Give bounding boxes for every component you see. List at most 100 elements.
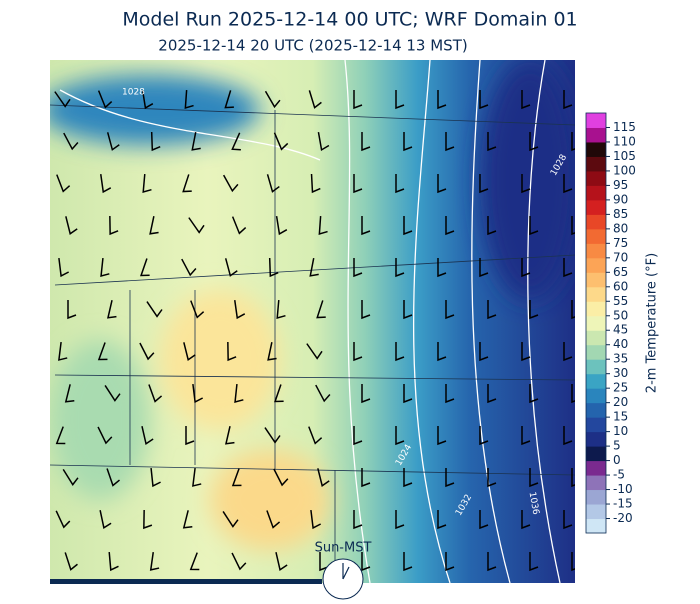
colorbar-bin bbox=[586, 214, 606, 230]
wind-barb bbox=[97, 426, 113, 445]
colorbar-tick-label: 90 bbox=[613, 192, 628, 206]
isobar-label: 1028 bbox=[122, 88, 145, 98]
wind-barb bbox=[149, 551, 160, 571]
colorbar-bin bbox=[586, 257, 606, 273]
wind-barb bbox=[403, 132, 413, 152]
wind-barb bbox=[529, 384, 539, 404]
wind-barb bbox=[63, 132, 79, 151]
wind-barb bbox=[58, 341, 68, 361]
colorbar-bin bbox=[586, 431, 606, 447]
wind-barb bbox=[141, 89, 154, 110]
wind-barb bbox=[487, 300, 497, 320]
wind-barb bbox=[184, 89, 194, 110]
colorbar-bin bbox=[586, 359, 606, 375]
colorbar-bin bbox=[586, 199, 606, 215]
wind-barb bbox=[142, 173, 152, 193]
wind-barb bbox=[106, 132, 120, 151]
wind-barb bbox=[571, 132, 575, 152]
wind-barb bbox=[318, 215, 328, 236]
wind-barb bbox=[100, 257, 110, 277]
wind-barb bbox=[487, 468, 497, 488]
wind-barb bbox=[149, 216, 159, 235]
colorbar-bin bbox=[586, 446, 606, 462]
wind-barb bbox=[487, 384, 497, 404]
wind-barb bbox=[224, 90, 234, 109]
colorbar-tick-label: 100 bbox=[613, 163, 636, 177]
colorbar-bin bbox=[586, 475, 606, 491]
wind-barb bbox=[146, 301, 163, 318]
wind-barb bbox=[268, 257, 279, 278]
colorbar-tick-label: 75 bbox=[613, 236, 628, 250]
wind-barb bbox=[306, 343, 323, 360]
wind-barb bbox=[140, 258, 150, 277]
wind-barb bbox=[437, 426, 447, 446]
wind-barb bbox=[571, 216, 575, 236]
wind-barb bbox=[479, 258, 489, 278]
wind-barb bbox=[231, 132, 241, 151]
wind-barb bbox=[529, 468, 539, 488]
colorbar-bin bbox=[586, 243, 606, 259]
wind-barb bbox=[361, 216, 371, 236]
wind-barb bbox=[529, 552, 539, 572]
colorbar-bin bbox=[586, 113, 606, 128]
colorbar-tick-label: 15 bbox=[613, 410, 628, 424]
wind-barb bbox=[317, 468, 330, 487]
colorbar-bin bbox=[586, 460, 606, 476]
wind-barb bbox=[310, 509, 322, 530]
wind-barb bbox=[437, 258, 447, 278]
wind-barb bbox=[571, 552, 575, 572]
wind-barb bbox=[308, 426, 323, 445]
colorbar-tick-label: -10 bbox=[613, 482, 633, 496]
colorbar-bin bbox=[586, 141, 606, 157]
wind-barb bbox=[310, 173, 321, 194]
wind-barb bbox=[182, 510, 193, 529]
wind-barb bbox=[99, 510, 112, 530]
wind-barb bbox=[437, 510, 447, 530]
wind-barb bbox=[192, 467, 202, 487]
wind-barb bbox=[395, 90, 405, 110]
colorbar-tick-label: 65 bbox=[613, 265, 628, 279]
colorbar-tick-label: 85 bbox=[613, 207, 628, 221]
wind-barb bbox=[141, 426, 154, 445]
wind-barb bbox=[185, 426, 195, 446]
wind-barb bbox=[353, 510, 363, 530]
wind-barb bbox=[309, 258, 319, 277]
colorbar-frame bbox=[585, 112, 607, 534]
wind-barb bbox=[181, 258, 197, 277]
wind-barb bbox=[361, 468, 371, 488]
wind-barb bbox=[64, 552, 78, 571]
wind-barb bbox=[97, 342, 108, 361]
wind-barb bbox=[437, 174, 447, 194]
wind-barb bbox=[521, 90, 531, 110]
wind-barb bbox=[190, 300, 205, 319]
wind-barb bbox=[353, 258, 363, 278]
wind-barb bbox=[479, 174, 489, 194]
wind-barb bbox=[191, 132, 201, 151]
wind-barb bbox=[183, 342, 196, 361]
colorbar-tick-label: 25 bbox=[613, 381, 628, 395]
wind-barb bbox=[54, 91, 71, 108]
colorbar-bin bbox=[586, 373, 606, 389]
wind-barb bbox=[479, 426, 489, 446]
wind-barb bbox=[445, 216, 455, 236]
colorbar: -20-15-10-505101520253035404550556065707… bbox=[585, 112, 636, 534]
colorbar-bin bbox=[586, 504, 606, 520]
colorbar-tick-label: 45 bbox=[613, 323, 628, 337]
colorbar-tick-label: 60 bbox=[613, 279, 628, 293]
wind-barb bbox=[437, 342, 447, 362]
wind-barb bbox=[224, 258, 238, 277]
colorbar-bin bbox=[586, 272, 606, 288]
subtitle: 2025-12-14 20 UTC (2025-12-14 13 MST) bbox=[158, 37, 467, 55]
wind-barb bbox=[529, 216, 539, 236]
wind-barb bbox=[234, 299, 246, 320]
wind-barb bbox=[234, 383, 244, 403]
wind-barb bbox=[521, 510, 531, 530]
wind-barb bbox=[64, 384, 75, 403]
wind-barb bbox=[395, 510, 405, 530]
title: Model Run 2025-12-14 00 UTC; WRF Domain … bbox=[122, 9, 577, 31]
colorbar-tick-label: 30 bbox=[613, 366, 628, 380]
wind-barb bbox=[143, 509, 153, 530]
wind-barb bbox=[275, 215, 288, 236]
wind-barb bbox=[403, 300, 413, 320]
wind-barb bbox=[67, 300, 77, 320]
